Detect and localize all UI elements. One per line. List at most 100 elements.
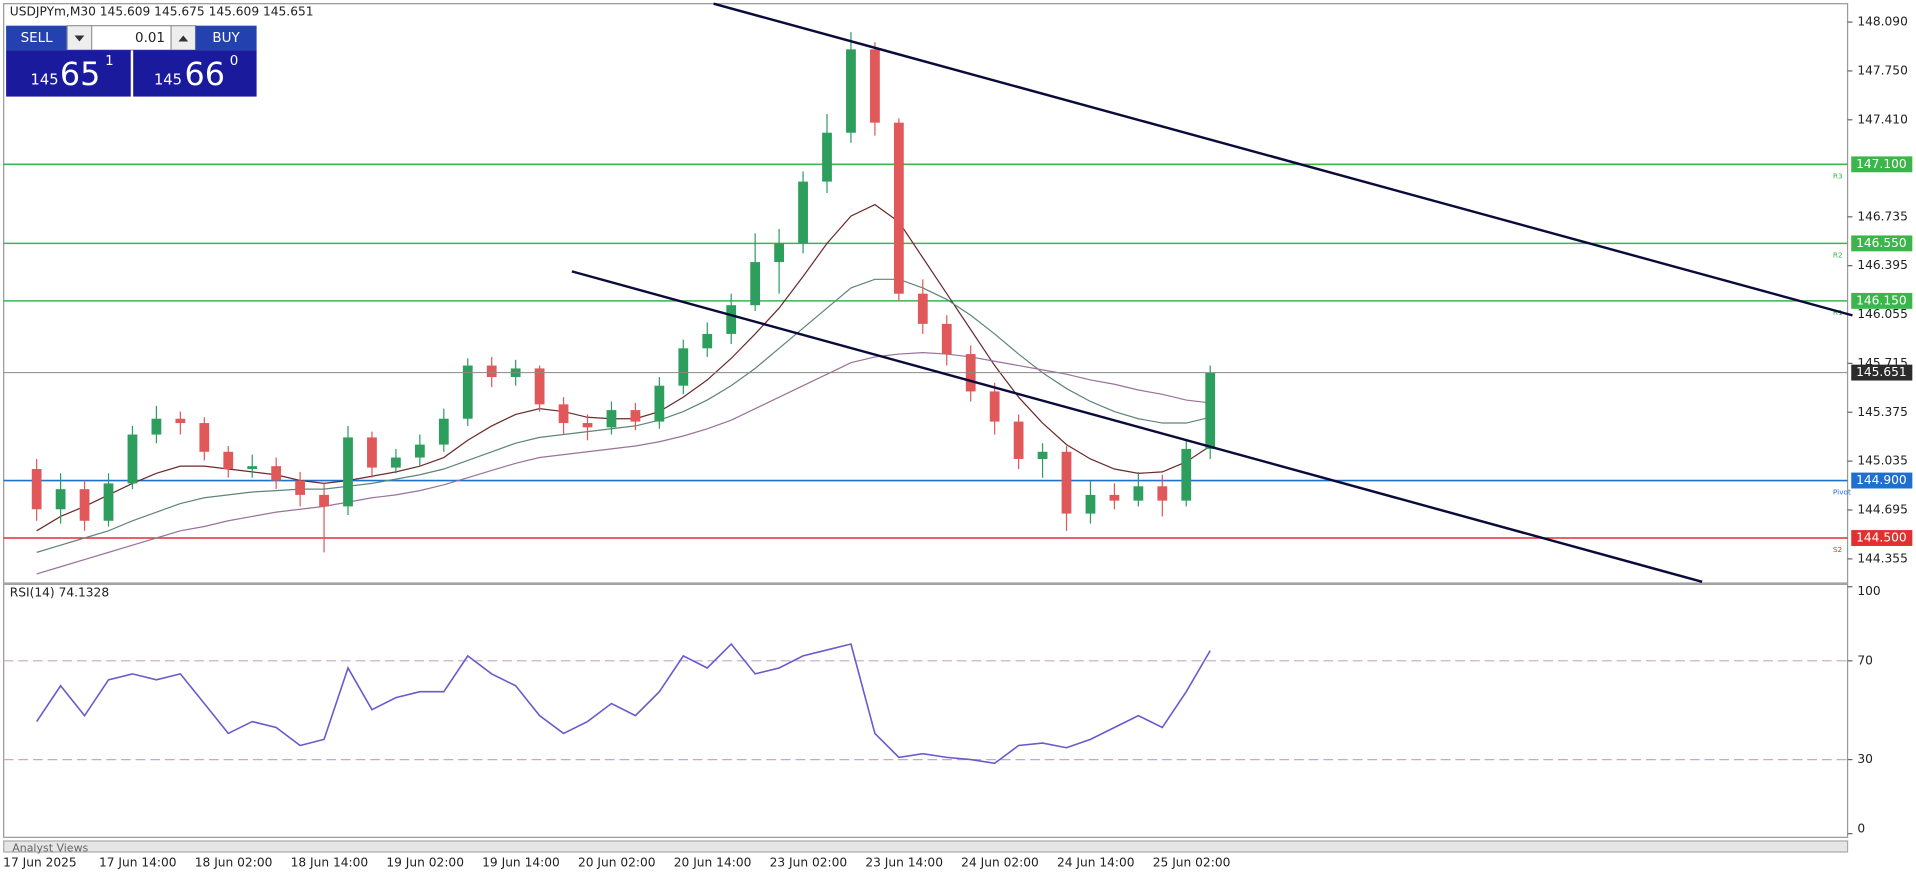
candle-body [271,466,282,481]
plot: 148.090 147.750 147.410 146.735 146.395 146.0… [3,15,1913,869]
candle-body [151,418,162,435]
candle-body [989,391,1000,422]
trendline[interactable] [571,270,1703,584]
candle-body [1061,451,1072,514]
candle-body [1133,486,1144,501]
candle-body [1181,448,1192,501]
level-box [1851,530,1913,546]
candle-body [1037,451,1048,459]
rsi-line [35,642,1211,765]
candle-body [558,404,569,424]
moving-average [36,352,1211,575]
candle-body [917,293,928,324]
candle-body [319,494,329,507]
candle-body [870,49,880,123]
x-tick-label: 17 Jun 14:00 [99,855,177,869]
trendline[interactable] [713,2,1853,317]
sell-button[interactable] [6,25,68,51]
level-label: 147.100 [1856,157,1907,171]
candle-body [175,418,186,424]
y-tick-label: 148.090 [1857,15,1908,29]
bid-box[interactable] [6,50,131,97]
ask-main: 66 [185,57,225,93]
candle-body [79,489,90,521]
candle-body [1157,486,1168,501]
trade-panel: SELL 0.01 BUY 145 65 1 145 66 0 [6,25,257,97]
candle-body [462,365,473,419]
ask-big: 145 [154,72,182,89]
y-tick-label: 147.750 [1857,63,1908,77]
y-tick-label: 144.355 [1857,551,1908,565]
y-tick-label: 147.410 [1857,112,1908,126]
level-label: 146.150 [1856,293,1907,307]
candle-body [774,243,784,263]
down-arrow [74,35,85,42]
candle-body [750,262,761,306]
buy-button[interactable] [195,25,257,51]
bid-main: 65 [60,57,100,93]
buy-label: BUY [212,31,240,46]
x-tick-label: 25 Jun 02:00 [1153,855,1231,869]
level-box [1851,235,1913,252]
x-tick-label: 24 Jun 02:00 [961,855,1039,869]
x-tick-label: 18 Jun 02:00 [195,855,273,869]
candle-body [199,423,210,452]
level-tag: S2 [1833,545,1842,554]
candle-body [941,323,952,355]
rsi-tick-label: 70 [1857,653,1873,667]
candle-body [893,122,904,294]
candle-body [343,437,353,507]
candle-body [702,333,713,349]
lot-value: 0.01 [135,31,165,46]
candle-body [822,132,832,182]
x-tick-label: 18 Jun 14:00 [291,855,369,869]
candle-body [726,305,737,334]
candle-body [678,348,689,386]
footer-tab-bar [3,840,1849,853]
level-box [1851,156,1913,173]
candle-body [1013,421,1024,459]
y-tick-label: 144.695 [1857,502,1908,516]
rsi-title: RSI(14) 74.1328 [10,585,109,599]
last-price-box [1851,364,1913,381]
candle-body [391,457,401,468]
candle-body [55,489,66,510]
rsi-pane [3,583,1849,838]
x-tick-label: 17 Jun 2025 [3,855,77,869]
x-tick-label: 24 Jun 14:00 [1057,855,1135,869]
bid-big: 145 [31,72,59,89]
candle-body [295,480,305,495]
level-tag: Pivot [1833,488,1851,497]
candle-body [654,385,665,422]
footer-tab[interactable]: Analyst Views [12,841,88,854]
candle-body [103,483,114,521]
candle-body [846,49,856,133]
candle-body [127,434,138,484]
level-box [1851,292,1913,309]
rsi-tick-label: 30 [1857,752,1873,766]
x-tick-label: 20 Jun 02:00 [578,855,656,869]
ask-box[interactable] [133,50,257,97]
bid-small: 1 [105,54,114,69]
candle-body [1109,494,1120,501]
x-tick-label: 23 Jun 14:00 [865,855,943,869]
ask-small: 0 [230,54,239,69]
candle-body [414,444,425,458]
candle-body [1085,494,1096,514]
x-tick-label: 19 Jun 14:00 [482,855,560,869]
level-label: 146.550 [1856,236,1907,250]
x-tick-label: 23 Jun 02:00 [770,855,848,869]
y-tick-label: 145.375 [1857,405,1908,419]
candle-body [1205,372,1216,449]
last-price-label: 145.651 [1856,365,1907,379]
y-tick-label: 146.395 [1857,258,1908,272]
lot-input[interactable] [91,25,172,51]
x-tick-label: 20 Jun 14:00 [674,855,752,869]
candle-body [798,181,808,244]
candle-body [582,423,593,428]
chart-title: USDJPYm,M30 145.609 145.675 145.609 145.… [10,5,314,19]
candle-body [630,410,641,422]
